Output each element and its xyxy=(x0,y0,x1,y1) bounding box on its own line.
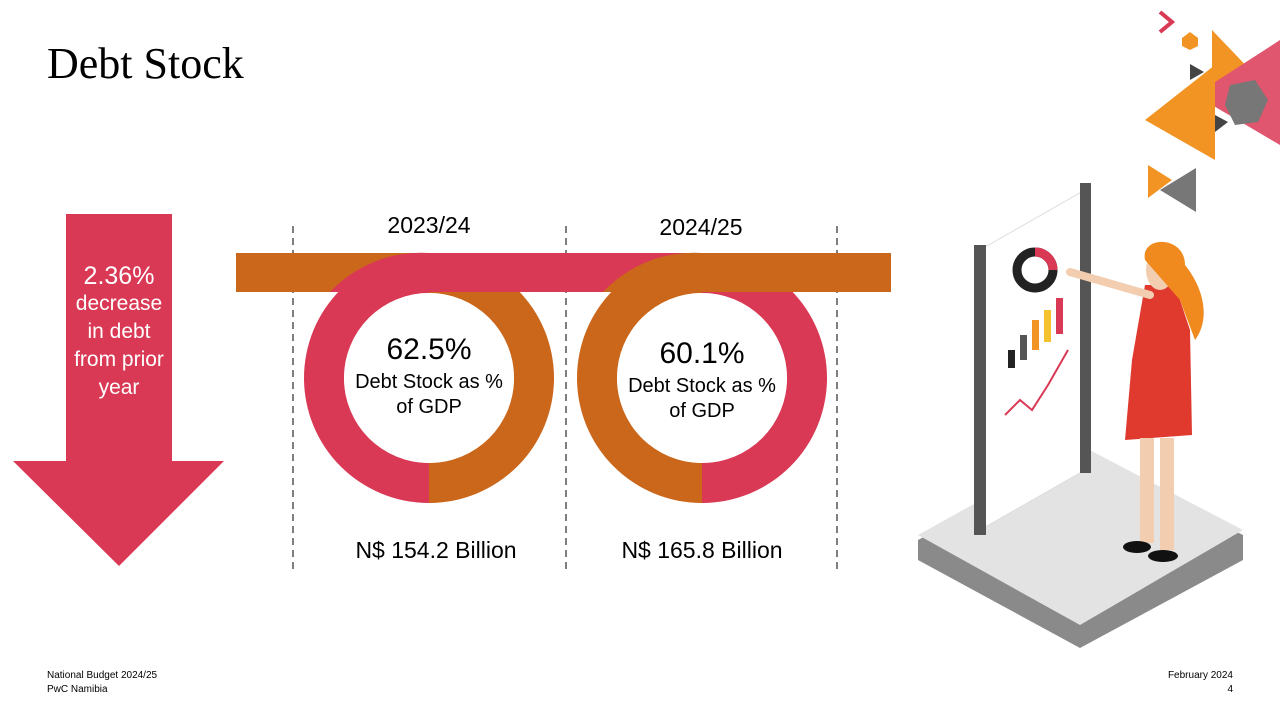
percent: 60.1% xyxy=(659,337,745,370)
icon-bar xyxy=(1044,310,1051,342)
hexagon xyxy=(1225,80,1268,125)
year: 2024/25 xyxy=(659,214,743,240)
triangle xyxy=(1160,168,1196,212)
footer-left: National Budget 2024/25 PwC Namibia xyxy=(47,669,157,697)
arrow-figure: 2.36% xyxy=(83,262,155,290)
ring-segment xyxy=(577,253,702,503)
footer-line: National Budget 2024/25 xyxy=(47,670,158,681)
decoration xyxy=(1145,10,1280,212)
hexagon xyxy=(1182,32,1198,50)
ring-segment xyxy=(304,253,429,503)
arrow-text: 2.36% decrease in debt from prior year xyxy=(66,262,172,402)
icon-bar xyxy=(1056,298,1063,334)
amount: N$ 154.2 Billion xyxy=(355,537,517,563)
slide-title: Debt Stock xyxy=(47,39,244,88)
figure-arm xyxy=(1066,268,1154,299)
footer-line: 4 xyxy=(1227,684,1233,695)
icon-donut-seg xyxy=(1034,247,1058,271)
footer-line: February 2024 xyxy=(1167,670,1233,681)
down-arrow xyxy=(13,214,224,566)
icon-bar xyxy=(1008,350,1015,368)
triangle xyxy=(1148,165,1172,198)
figure-shoe xyxy=(1123,541,1151,553)
post xyxy=(1080,183,1091,473)
ring-hole xyxy=(617,293,787,463)
post xyxy=(974,245,986,535)
ring-hole xyxy=(344,293,514,463)
footer-right: February 2024 4 xyxy=(1168,669,1233,697)
year: 2023/24 xyxy=(387,212,471,238)
percent-label: Debt Stock as % of GDP xyxy=(355,371,503,418)
arrow-caption: decrease in debt from prior year xyxy=(74,292,164,399)
chevron xyxy=(1158,10,1176,34)
band-curve xyxy=(330,252,429,292)
figure-leg xyxy=(1140,438,1154,543)
ring-segment xyxy=(429,253,554,503)
icon-bar xyxy=(1020,335,1027,360)
percent: 62.5% xyxy=(386,333,472,366)
figure-shoe xyxy=(1148,550,1178,562)
triangle xyxy=(1190,64,1204,80)
triangle xyxy=(1215,115,1228,132)
dividers xyxy=(292,226,838,572)
board xyxy=(979,189,1086,531)
triangle xyxy=(1145,65,1215,160)
amount: N$ 165.8 Billion xyxy=(621,537,783,563)
illustration xyxy=(918,183,1243,648)
figure-leg xyxy=(1160,438,1174,550)
ring-segment xyxy=(702,253,827,503)
percent-label: Debt Stock as % of GDP xyxy=(628,375,776,422)
figure-dress xyxy=(1125,285,1192,440)
figure-hair xyxy=(1144,241,1204,340)
icon-line xyxy=(1004,349,1069,416)
band-curve xyxy=(603,252,702,292)
icon-bar xyxy=(1032,320,1039,350)
footer-line: PwC Namibia xyxy=(47,684,108,695)
